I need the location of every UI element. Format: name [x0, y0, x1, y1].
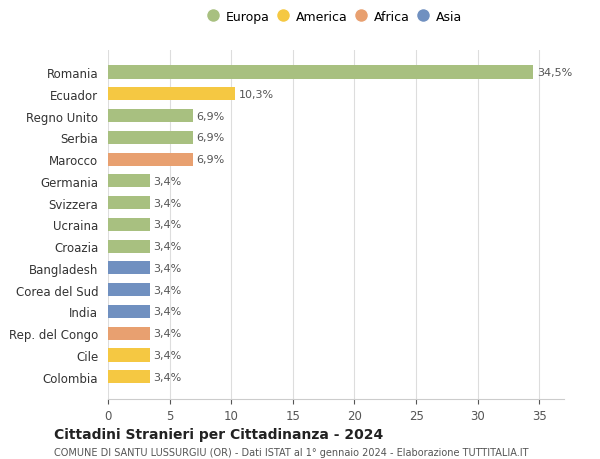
Text: 34,5%: 34,5% [537, 68, 572, 78]
Text: 3,4%: 3,4% [154, 372, 182, 382]
Text: 6,9%: 6,9% [197, 155, 225, 165]
Bar [108, 305, 150, 318]
Bar [108, 132, 193, 145]
Bar [108, 349, 150, 362]
Text: 3,4%: 3,4% [154, 176, 182, 186]
Bar [108, 327, 150, 340]
Bar [108, 218, 150, 231]
Bar [108, 284, 150, 297]
Bar [108, 370, 150, 383]
Bar [108, 175, 150, 188]
Legend: Europa, America, Africa, Asia: Europa, America, Africa, Asia [209, 11, 463, 24]
Bar [108, 67, 533, 79]
Text: 3,4%: 3,4% [154, 241, 182, 252]
Bar [108, 110, 193, 123]
Bar [108, 196, 150, 210]
Text: 3,4%: 3,4% [154, 329, 182, 338]
Bar [108, 262, 150, 275]
Bar [108, 153, 193, 166]
Text: 6,9%: 6,9% [197, 133, 225, 143]
Text: 3,4%: 3,4% [154, 285, 182, 295]
Text: 10,3%: 10,3% [239, 90, 274, 100]
Text: 3,4%: 3,4% [154, 198, 182, 208]
Bar [108, 240, 150, 253]
Text: 3,4%: 3,4% [154, 307, 182, 317]
Text: 3,4%: 3,4% [154, 263, 182, 274]
Bar [108, 88, 235, 101]
Text: 3,4%: 3,4% [154, 350, 182, 360]
Text: Cittadini Stranieri per Cittadinanza - 2024: Cittadini Stranieri per Cittadinanza - 2… [54, 427, 383, 441]
Text: COMUNE DI SANTU LUSSURGIU (OR) - Dati ISTAT al 1° gennaio 2024 - Elaborazione TU: COMUNE DI SANTU LUSSURGIU (OR) - Dati IS… [54, 448, 529, 458]
Text: 6,9%: 6,9% [197, 112, 225, 121]
Text: 3,4%: 3,4% [154, 220, 182, 230]
